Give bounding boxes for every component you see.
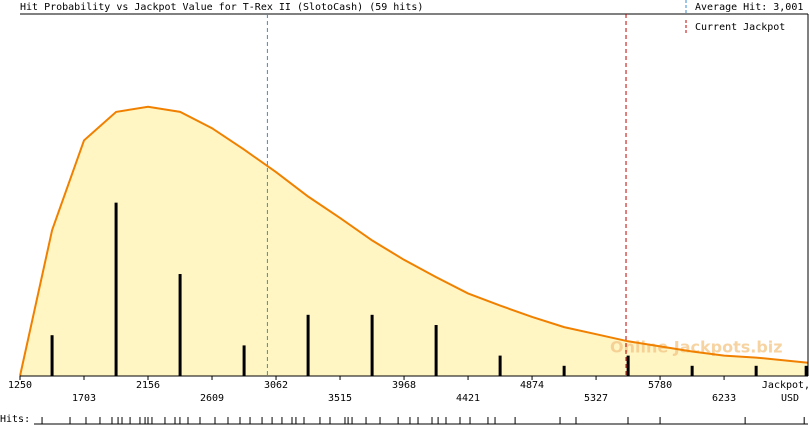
bar	[498, 355, 502, 376]
bar	[690, 365, 694, 376]
x-tick-label: 3062	[264, 380, 288, 391]
x-tick-label: 3515	[328, 393, 352, 404]
curve-line	[19, 105, 809, 377]
bar	[562, 365, 566, 376]
bar	[50, 335, 54, 376]
bar	[178, 274, 182, 376]
x-tick-label: 2156	[136, 380, 160, 391]
bar	[804, 365, 808, 376]
hits-label: Hits:	[0, 414, 30, 425]
x-tick-label: 5327	[584, 393, 608, 404]
legend-label: Current Jackpot	[695, 22, 785, 33]
x-axis-unit: USD	[781, 393, 799, 404]
bar	[242, 345, 246, 376]
x-tick-label: 6233	[712, 393, 736, 404]
bar	[114, 202, 118, 376]
x-tick-label: 4874	[520, 380, 544, 391]
curve-area	[20, 106, 808, 377]
chart-title: Hit Probability vs Jackpot Value for T-R…	[20, 2, 423, 13]
x-tick-label: 4421	[456, 393, 480, 404]
bar	[370, 314, 374, 376]
bar	[754, 365, 758, 376]
bar	[306, 314, 310, 376]
x-tick-label: 3968	[392, 380, 416, 391]
x-axis-label: Jackpot,	[762, 380, 810, 391]
legend-label: Average Hit: 3,001	[695, 2, 803, 13]
x-tick-label: 1250	[8, 380, 32, 391]
x-tick-label: 2609	[200, 393, 224, 404]
bar	[626, 355, 630, 376]
bar	[434, 325, 438, 376]
x-tick-label: 1703	[72, 393, 96, 404]
x-tick-label: 5780	[648, 380, 672, 391]
watermark: Online Jackpots.biz	[610, 338, 783, 357]
